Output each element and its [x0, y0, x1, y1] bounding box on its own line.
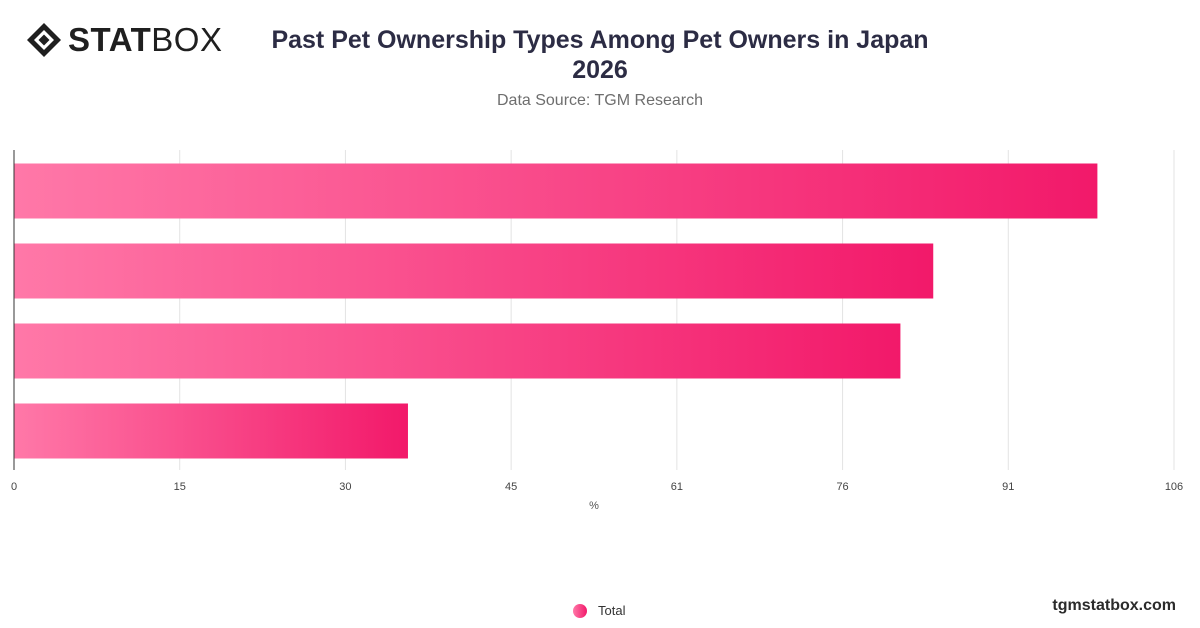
x-tick-label: 15	[174, 481, 186, 493]
x-axis-label: %	[589, 500, 599, 512]
x-tick-label: 106	[1165, 481, 1183, 493]
bar[interactable]	[14, 323, 901, 379]
chart-title-line1: Past Pet Ownership Types Among Pet Owner…	[271, 26, 929, 54]
statbox-logo: STATBOX	[26, 22, 222, 58]
legend-marker	[573, 603, 587, 618]
chart-subtitle: Data Source: TGM Research	[496, 92, 703, 109]
footer-site: tgmstatbox.com	[1052, 597, 1176, 614]
logo-text-light: BOX	[151, 21, 223, 58]
bar[interactable]	[14, 403, 408, 459]
logo-text-bold: STAT	[68, 21, 152, 58]
legend[interactable]: Total	[573, 603, 625, 618]
x-tick-label: 0	[11, 481, 17, 493]
chart-title-line2: 2026	[572, 56, 628, 84]
chart-title: Past Pet Ownership Types Among Pet Owner…	[0, 25, 1200, 85]
x-tick-label: 91	[1002, 481, 1014, 493]
x-tick-label: 30	[339, 481, 351, 493]
bar[interactable]	[14, 163, 1098, 219]
x-tick-label: 45	[505, 481, 517, 493]
x-tick-label: 61	[671, 481, 683, 493]
bar[interactable]	[14, 243, 934, 299]
statbox-diamond-icon	[27, 23, 61, 57]
legend-label: Total	[598, 603, 626, 618]
x-tick-label: 76	[836, 481, 848, 493]
logo-text: STATBOX	[68, 22, 222, 58]
